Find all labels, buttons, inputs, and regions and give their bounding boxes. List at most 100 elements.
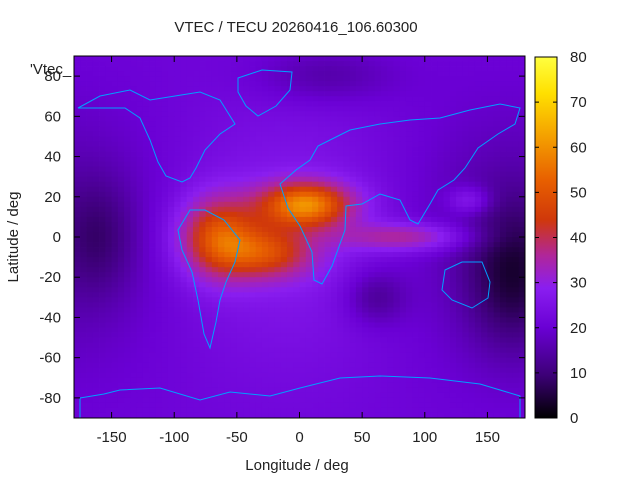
heatmap-cell xyxy=(136,377,144,384)
heatmap-cell xyxy=(180,226,188,233)
heatmap-cell xyxy=(155,272,163,278)
heatmap-cell xyxy=(280,352,288,359)
heatmap-cell xyxy=(255,166,263,173)
heatmap-cell xyxy=(117,282,125,288)
heatmap-cell xyxy=(512,252,520,258)
heatmap-cell xyxy=(493,382,501,389)
heatmap-cell xyxy=(149,156,156,162)
heatmap-cell xyxy=(243,211,250,218)
heatmap-cell xyxy=(249,387,257,394)
heatmap-cell xyxy=(474,191,482,198)
heatmap-cell xyxy=(462,272,470,278)
heatmap-cell xyxy=(124,61,131,67)
heatmap-cell xyxy=(518,81,525,87)
heatmap-cell xyxy=(468,347,476,354)
heatmap-cell xyxy=(499,362,507,369)
heatmap-cell xyxy=(349,96,357,102)
heatmap-cell xyxy=(337,66,344,72)
heatmap-cell xyxy=(211,216,219,223)
heatmap-cell xyxy=(312,332,319,338)
heatmap-cell xyxy=(293,126,300,132)
heatmap-cell xyxy=(186,332,194,338)
heatmap-cell xyxy=(399,96,407,102)
heatmap-cell xyxy=(130,126,138,132)
heatmap-cell xyxy=(199,342,206,349)
heatmap-cell xyxy=(512,267,520,273)
heatmap-cell xyxy=(142,231,150,238)
heatmap-cell xyxy=(337,267,344,273)
heatmap-cell xyxy=(374,226,382,233)
heatmap-cell xyxy=(293,96,300,102)
heatmap-cell xyxy=(387,327,394,333)
heatmap-cell xyxy=(86,221,94,228)
heatmap-cell xyxy=(443,206,451,213)
heatmap-cell xyxy=(368,372,376,379)
heatmap-cell xyxy=(349,131,357,137)
heatmap-cell xyxy=(293,156,300,162)
heatmap-cell xyxy=(362,377,369,384)
heatmap-cell xyxy=(136,302,144,308)
heatmap-cell xyxy=(286,146,294,152)
heatmap-cell xyxy=(424,242,432,248)
heatmap-cell xyxy=(437,96,444,102)
heatmap-cell xyxy=(462,292,470,298)
heatmap-cell xyxy=(124,322,131,328)
heatmap-cell xyxy=(512,216,520,223)
heatmap-cell xyxy=(92,126,100,132)
heatmap-cell xyxy=(174,146,181,152)
heatmap-cell xyxy=(280,392,288,399)
heatmap-cell xyxy=(481,91,488,97)
heatmap-cell xyxy=(368,267,376,273)
heatmap-cell xyxy=(124,176,131,183)
heatmap-cell xyxy=(387,277,394,283)
heatmap-cell xyxy=(124,161,131,168)
heatmap-cell xyxy=(499,146,507,152)
heatmap-cell xyxy=(312,337,319,343)
heatmap-cell xyxy=(199,161,206,168)
heatmap-cell xyxy=(481,86,488,92)
heatmap-cell xyxy=(443,156,451,162)
heatmap-cell xyxy=(243,136,250,142)
heatmap-cell xyxy=(99,111,106,117)
heatmap-cell xyxy=(136,237,144,243)
heatmap-cell xyxy=(343,156,351,162)
heatmap-cell xyxy=(80,76,87,82)
heatmap-cell xyxy=(205,91,213,97)
heatmap-cell xyxy=(380,176,388,183)
heatmap-cell xyxy=(268,397,275,404)
heatmap-cell xyxy=(74,247,81,253)
heatmap-cell xyxy=(362,392,369,399)
heatmap-cell xyxy=(280,247,288,253)
heatmap-cell xyxy=(80,231,87,238)
heatmap-cell xyxy=(174,262,181,268)
heatmap-cell xyxy=(418,91,426,97)
heatmap-cell xyxy=(330,267,338,273)
heatmap-cell xyxy=(399,387,407,394)
heatmap-cell xyxy=(312,352,319,359)
heatmap-cell xyxy=(405,136,413,142)
heatmap-cell xyxy=(105,71,112,77)
heatmap-cell xyxy=(456,312,463,318)
heatmap-cell xyxy=(130,161,138,168)
heatmap-cell xyxy=(155,362,163,369)
heatmap-cell xyxy=(330,392,338,399)
heatmap-cell xyxy=(74,387,81,394)
heatmap-cell xyxy=(380,156,388,162)
heatmap-cell xyxy=(418,226,426,233)
heatmap-cell xyxy=(136,221,144,228)
heatmap-cell xyxy=(117,101,125,107)
heatmap-cell xyxy=(117,171,125,178)
heatmap-cell xyxy=(449,322,457,328)
heatmap-cell xyxy=(99,231,106,238)
heatmap-cell xyxy=(111,332,119,338)
heatmap-cell xyxy=(230,71,238,77)
heatmap-cell xyxy=(161,352,169,359)
heatmap-cell xyxy=(506,206,513,213)
heatmap-cell xyxy=(142,196,150,203)
heatmap-cell xyxy=(343,312,351,318)
heatmap-cell xyxy=(205,392,213,399)
heatmap-cell xyxy=(499,106,507,112)
heatmap-cell xyxy=(443,337,451,343)
heatmap-cell xyxy=(431,106,438,112)
heatmap-cell xyxy=(374,352,382,359)
